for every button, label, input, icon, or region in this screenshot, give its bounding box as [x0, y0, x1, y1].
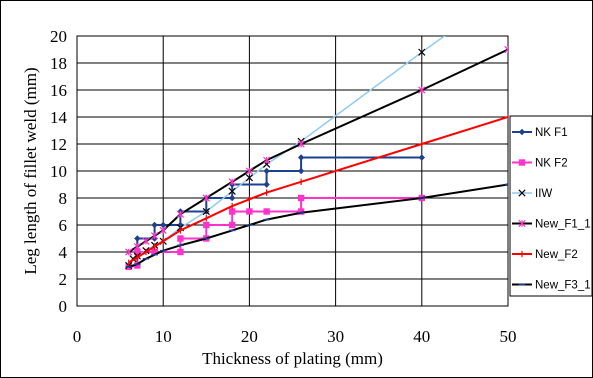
data-point — [518, 189, 526, 197]
x-tick-label: 20 — [241, 327, 258, 346]
legend-label: New_F2 — [535, 249, 578, 261]
data-point — [246, 208, 253, 215]
legend-item-new-f2: New_F2 — [512, 249, 578, 261]
legend-box — [509, 115, 593, 297]
x-tick-label: 10 — [155, 327, 172, 346]
y-tick-label: 10 — [50, 162, 67, 181]
data-point — [177, 235, 184, 242]
data-point — [518, 128, 526, 136]
data-point — [142, 237, 150, 245]
legend-label: IIW — [535, 188, 552, 200]
y-tick-label: 20 — [50, 27, 67, 46]
legend-label: NK F1 — [535, 127, 568, 139]
series-new-f1-1 — [125, 45, 508, 256]
legend-item-nk-f1: NK F1 — [512, 127, 568, 139]
data-point — [418, 48, 426, 56]
y-tick-label: 12 — [50, 135, 67, 154]
data-point — [297, 208, 305, 215]
legend-item-new-f1-1: New_F1_1 — [512, 219, 591, 231]
series-new-f2 — [128, 113, 508, 266]
tick-labels: 0 2 4 6 8 10 12 14 16 18 20 0 10 20 30 40 50 — [50, 27, 517, 346]
data-point — [151, 248, 158, 256]
plot-area-border — [76, 35, 509, 307]
y-tick-label: 8 — [59, 189, 68, 208]
x-tick-label: 40 — [413, 327, 430, 346]
data-point — [150, 232, 159, 240]
data-point — [177, 221, 184, 229]
data-point — [160, 221, 167, 229]
data-point — [176, 210, 185, 218]
legend-label: New_F1_1 — [535, 219, 591, 231]
data-point — [418, 86, 426, 94]
y-axis-title: Leg length of fillet weld (mm) — [21, 67, 40, 274]
data-point — [133, 242, 141, 251]
series-layer — [125, 36, 508, 271]
data-point — [228, 178, 236, 186]
data-point — [263, 156, 271, 164]
data-point — [263, 208, 270, 215]
data-point — [518, 219, 526, 228]
legend-item-iiw: IIW — [512, 188, 552, 200]
data-point — [297, 140, 305, 148]
series-new-f3-1 — [125, 183, 508, 268]
data-point — [134, 248, 141, 256]
data-point — [202, 194, 210, 202]
data-point — [504, 45, 508, 54]
data-point — [263, 181, 270, 188]
data-point — [263, 167, 270, 175]
data-point — [245, 167, 254, 175]
data-point — [125, 248, 133, 256]
y-tick-label: 6 — [59, 216, 68, 235]
data-point — [151, 221, 158, 229]
x-tick-label: 30 — [327, 327, 344, 346]
data-point — [297, 194, 305, 202]
y-tick-label: 14 — [50, 108, 68, 127]
data-point — [228, 221, 236, 229]
data-point — [418, 154, 425, 161]
data-point — [228, 208, 236, 215]
data-point — [228, 194, 236, 202]
data-point — [134, 235, 141, 242]
data-point — [202, 207, 210, 216]
y-tick-label: 0 — [59, 297, 68, 316]
x-axis-title: Thickness of plating (mm) — [202, 349, 383, 368]
data-point — [297, 167, 305, 175]
y-tick-label: 16 — [50, 81, 67, 100]
data-point — [203, 221, 210, 229]
data-point — [297, 154, 305, 161]
data-point — [159, 226, 167, 235]
legend-item-new-f3-1: New_F3_1 — [512, 280, 591, 292]
legend-label: NK F2 — [535, 158, 568, 170]
data-point — [518, 159, 526, 166]
data-point — [134, 262, 141, 269]
y-tick-label: 2 — [59, 270, 68, 289]
data-point — [228, 187, 236, 195]
y-tick-label: 18 — [50, 54, 67, 73]
data-point — [245, 174, 254, 182]
y-tick-label: 4 — [59, 243, 68, 262]
x-tick-label: 50 — [500, 327, 517, 346]
data-point — [177, 248, 184, 256]
legend-label: New_F3_1 — [535, 280, 591, 292]
legend-item-nk-f2: NK F2 — [512, 158, 568, 170]
legend: NK F1 NK F2 IIW New_F1_1 New_F2 New_F3_1 — [512, 127, 591, 292]
x-tick-label: 0 — [73, 327, 82, 346]
